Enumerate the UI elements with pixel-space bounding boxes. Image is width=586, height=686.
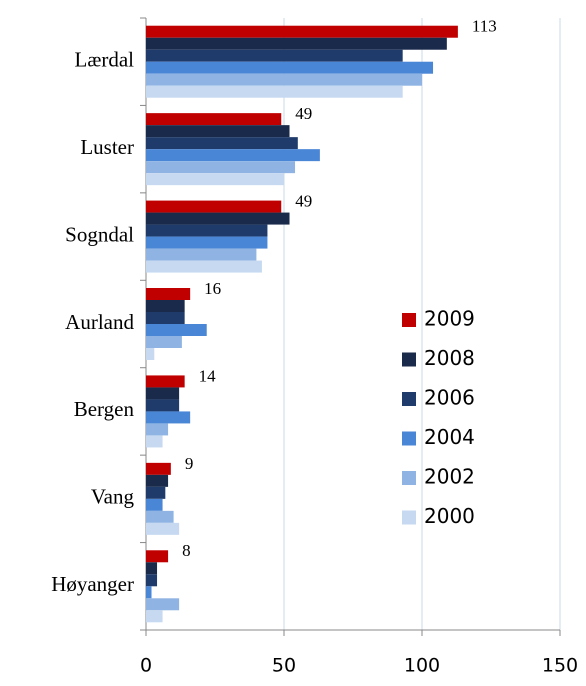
data-label: 49	[295, 191, 312, 210]
legend-swatch	[402, 471, 416, 485]
bar	[146, 423, 169, 436]
x-tick-label: 100	[404, 655, 440, 677]
legend-label: 2008	[424, 346, 475, 370]
bar	[146, 348, 155, 360]
data-label: 49	[295, 104, 312, 123]
legend-swatch	[402, 510, 416, 525]
legend-label: 2004	[424, 425, 475, 449]
y-tick-label: Høyanger	[51, 572, 134, 596]
bar	[146, 236, 268, 249]
x-tick-label: 0	[140, 655, 152, 677]
data-label: 9	[185, 454, 194, 473]
y-tick-label: Aurland	[65, 310, 134, 334]
bar	[146, 149, 320, 162]
bar	[146, 25, 458, 38]
bar	[146, 610, 163, 623]
bar	[146, 288, 191, 300]
bar	[146, 399, 180, 412]
legend-label: 2006	[424, 386, 475, 410]
bar	[146, 324, 207, 336]
bar	[146, 387, 180, 400]
bar	[146, 73, 422, 86]
bar	[146, 586, 152, 599]
bar	[146, 522, 180, 535]
bar	[146, 574, 158, 587]
bar	[146, 312, 185, 324]
legend-swatch	[402, 431, 416, 446]
legend-label: 2009	[424, 307, 475, 331]
bar	[146, 113, 282, 126]
bar	[146, 300, 185, 312]
data-label: 14	[199, 366, 217, 385]
x-tick-label: 150	[542, 655, 578, 677]
bar	[146, 486, 166, 499]
data-label: 8	[182, 541, 191, 560]
bar	[146, 224, 268, 237]
x-tick-label: 50	[272, 655, 296, 677]
y-tick-label: Bergen	[74, 397, 135, 421]
bar	[146, 598, 180, 611]
bar	[146, 125, 290, 138]
legend-label: 2002	[424, 465, 475, 489]
bar	[146, 61, 434, 74]
bar	[146, 498, 163, 511]
legend-swatch	[402, 313, 416, 327]
bar	[146, 375, 185, 388]
bar	[146, 161, 296, 174]
bar	[146, 173, 284, 186]
bar	[146, 435, 163, 448]
legend-label: 2000	[424, 504, 475, 528]
bar	[146, 212, 290, 225]
y-tick-label: Vang	[91, 485, 135, 509]
bar	[146, 49, 403, 62]
bar	[146, 462, 171, 475]
y-tick-label: Sogndal	[65, 222, 134, 246]
bar	[146, 37, 447, 50]
bar	[146, 474, 169, 487]
legend-swatch	[402, 392, 416, 406]
bar	[146, 550, 169, 563]
bar	[146, 336, 182, 348]
bar	[146, 510, 174, 523]
data-label: 16	[204, 279, 221, 298]
bar	[146, 85, 403, 98]
bar	[146, 200, 282, 213]
y-tick-label: Lærdal	[75, 48, 135, 72]
bar	[146, 260, 262, 273]
legend-swatch	[402, 352, 416, 367]
bar	[146, 137, 298, 150]
bar	[146, 411, 191, 424]
bar	[146, 248, 257, 261]
data-label: 113	[472, 17, 497, 36]
bar	[146, 562, 158, 575]
y-tick-label: Luster	[80, 135, 134, 159]
